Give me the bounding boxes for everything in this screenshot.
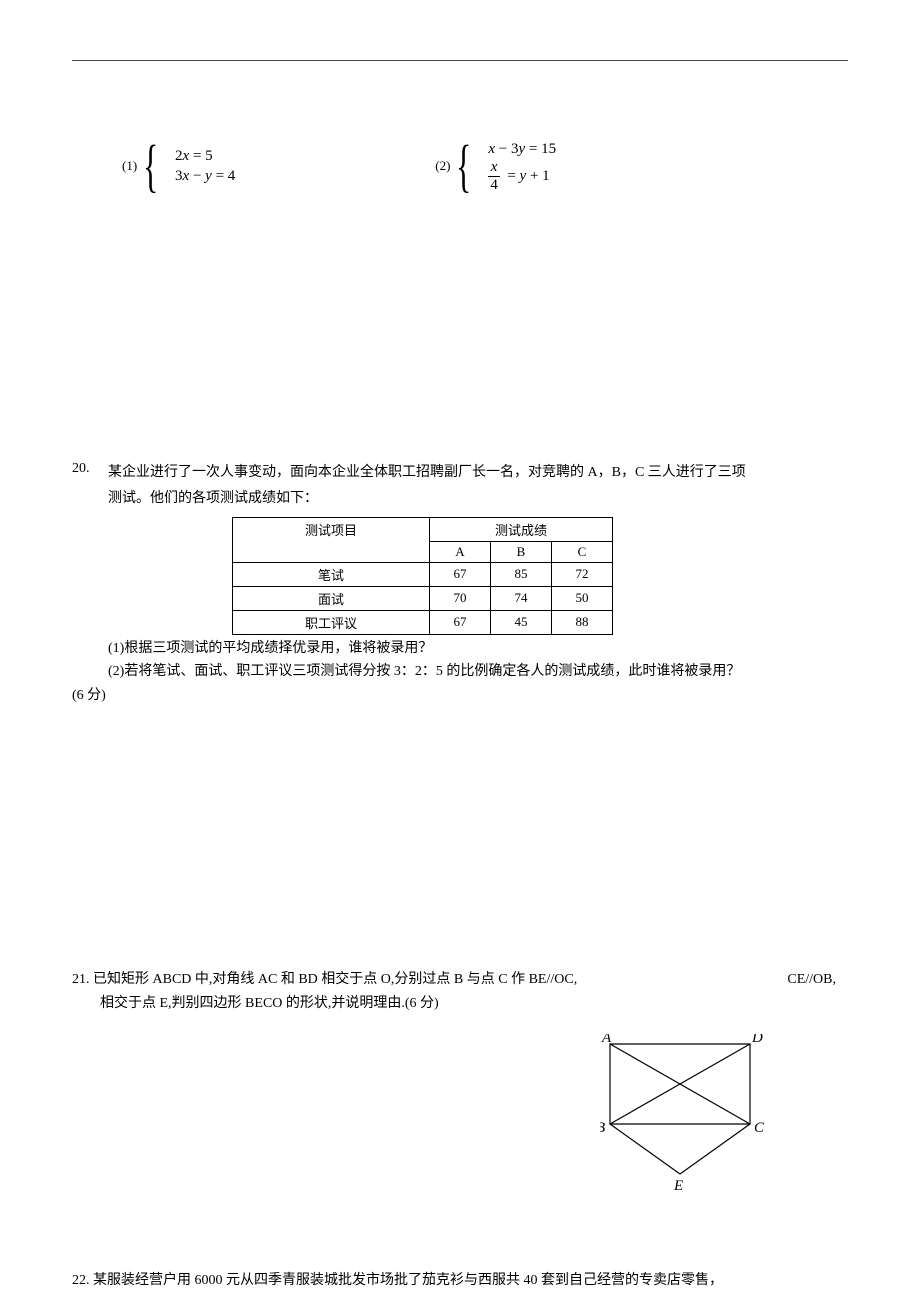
th-col-a: A [430,541,491,562]
q22-text: 22. 某服装经营户用 6000 元从四季青服装城批发市场批了茄克衫与西服共 4… [72,1269,848,1293]
equation-1: (1) { 2x = 5 3x − y = 4 [122,141,235,191]
brace-icon: { [456,141,471,191]
table-row: 职工评议 67 45 88 [233,610,613,634]
brace-icon: { [143,141,158,191]
question-21: 21. 已知矩形 ABCD 中,对角线 AC 和 BD 相交于点 O,分别过点 … [72,968,848,1199]
cell: 67 [430,562,491,586]
eq2-line2: x 4 = y + 1 [488,160,556,193]
q20-points: (6 分) [72,684,848,708]
seg-ce [680,1124,750,1174]
eq1-lines: 2x = 5 3x − y = 4 [175,146,235,187]
label-e: E [673,1178,683,1194]
equation-row: (1) { 2x = 5 3x − y = 4 (2) { x − 3y = 1… [122,131,848,201]
table-row: 笔试 67 85 72 [233,562,613,586]
label-d: D [751,1034,763,1046]
question-22: 22. 某服装经营户用 6000 元从四季青服装城批发市场批了茄克衫与西服共 4… [72,1269,848,1293]
rectangle-diagram-svg: A D B C E [600,1034,780,1194]
q21-line2: 相交于点 E,判别四边形 BECO 的形状,并说明理由.(6 分) [72,992,848,1016]
q20-text-line2: 测试。他们的各项测试成绩如下： [108,487,746,511]
eq1-label: (1) [122,158,137,174]
seg-be [610,1124,680,1174]
cell: 70 [430,586,491,610]
label-b: B [600,1120,605,1136]
q21-ce: CE//OB, [787,968,848,992]
cell: 50 [552,586,613,610]
geometry-figure: A D B C E [72,1034,848,1199]
q20-number: 20. [72,461,108,513]
cell: 88 [552,610,613,634]
score-table: 测试项目 测试成绩 A B C 笔试 67 85 72 面试 70 74 50 [232,517,613,635]
q20-text-line1: 某企业进行了一次人事变动，面向本企业全体职工招聘副厂长一名，对竞聘的 A，B，C… [108,461,746,485]
row-name: 职工评议 [233,610,430,634]
q21-line1: 21. 已知矩形 ABCD 中,对角线 AC 和 BD 相交于点 O,分别过点 … [72,968,577,992]
eq1-line1: 2x = 5 [175,146,235,166]
th-score: 测试成绩 [430,517,613,541]
eq1-line2: 3x − y = 4 [175,166,235,186]
table-row: 面试 70 74 50 [233,586,613,610]
cell: 72 [552,562,613,586]
th-col-c: C [552,541,613,562]
q20-body: 某企业进行了一次人事变动，面向本企业全体职工招聘副厂长一名，对竞聘的 A，B，C… [108,461,746,513]
cell: 85 [491,562,552,586]
cell: 74 [491,586,552,610]
row-name: 笔试 [233,562,430,586]
page: (1) { 2x = 5 3x − y = 4 (2) { x − 3y = 1… [0,0,920,1302]
top-rule [72,60,848,61]
row-name: 面试 [233,586,430,610]
th-col-b: B [491,541,552,562]
label-a: A [601,1034,612,1046]
fraction-x-over-4: x 4 [488,160,500,193]
q20-sub2: (2)若将笔试、面试、职工评议三项测试得分按 3：2：5 的比例确定各人的测试成… [72,660,848,684]
equation-2: (2) { x − 3y = 15 x 4 = y + 1 [435,139,556,192]
eq2-line1: x − 3y = 15 [488,139,556,159]
th-item: 测试项目 [233,517,430,562]
q20-sub1: (1)根据三项测试的平均成绩择优录用，谁将被录用？ [72,637,848,661]
question-20: 20. 某企业进行了一次人事变动，面向本企业全体职工招聘副厂长一名，对竞聘的 A… [72,461,848,708]
eq2-label: (2) [435,158,450,174]
eq2-lines: x − 3y = 15 x 4 = y + 1 [488,139,556,192]
cell: 45 [491,610,552,634]
cell: 67 [430,610,491,634]
table-row: 测试项目 测试成绩 [233,517,613,541]
label-c: C [754,1120,765,1136]
